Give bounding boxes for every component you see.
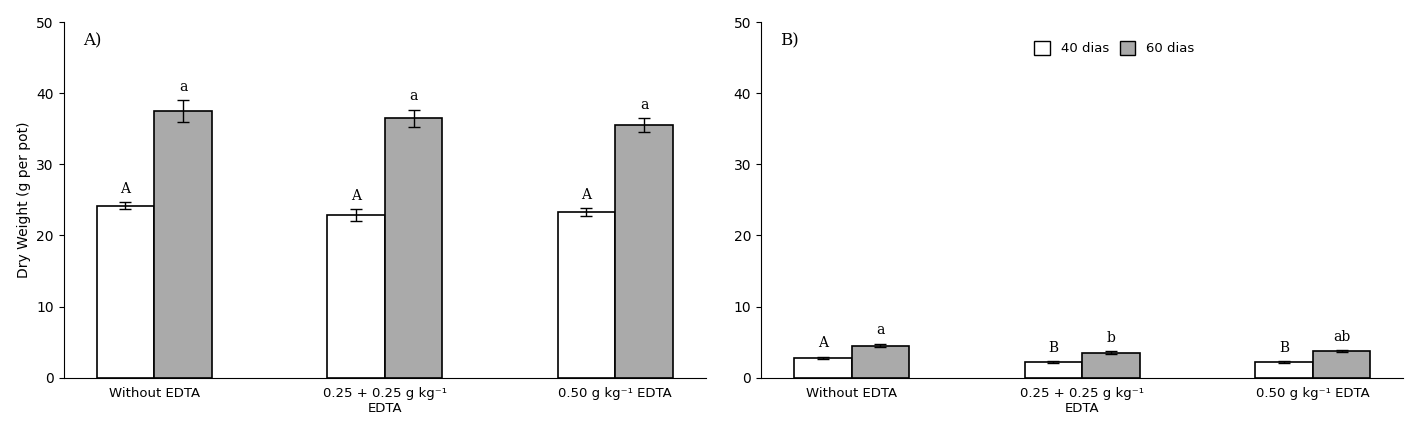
Y-axis label: Dry Weight (g per pot): Dry Weight (g per pot) [17,122,31,278]
Bar [97,206,155,378]
Text: a: a [876,324,885,337]
Text: A: A [121,181,131,196]
Text: ab: ab [1333,330,1350,344]
Bar [794,358,852,378]
Text: a: a [409,89,417,103]
Text: A): A) [82,33,101,50]
Bar [327,215,385,378]
Bar [558,212,615,378]
Bar [1024,362,1082,378]
Bar [615,125,673,378]
Text: A: A [351,189,361,203]
Bar [852,346,909,378]
Text: a: a [179,80,187,94]
Bar [1082,353,1140,378]
Text: b: b [1106,331,1116,345]
Bar [155,111,212,378]
Legend: 40 dias, 60 dias: 40 dias, 60 dias [1030,36,1200,60]
Bar [1312,351,1370,378]
Text: A: A [818,336,828,350]
Text: A: A [581,188,592,202]
Bar [385,118,443,378]
Text: B: B [1048,341,1058,355]
Text: B): B) [780,33,799,50]
Bar [1255,362,1312,378]
Text: B: B [1279,341,1289,355]
Text: a: a [640,98,649,112]
